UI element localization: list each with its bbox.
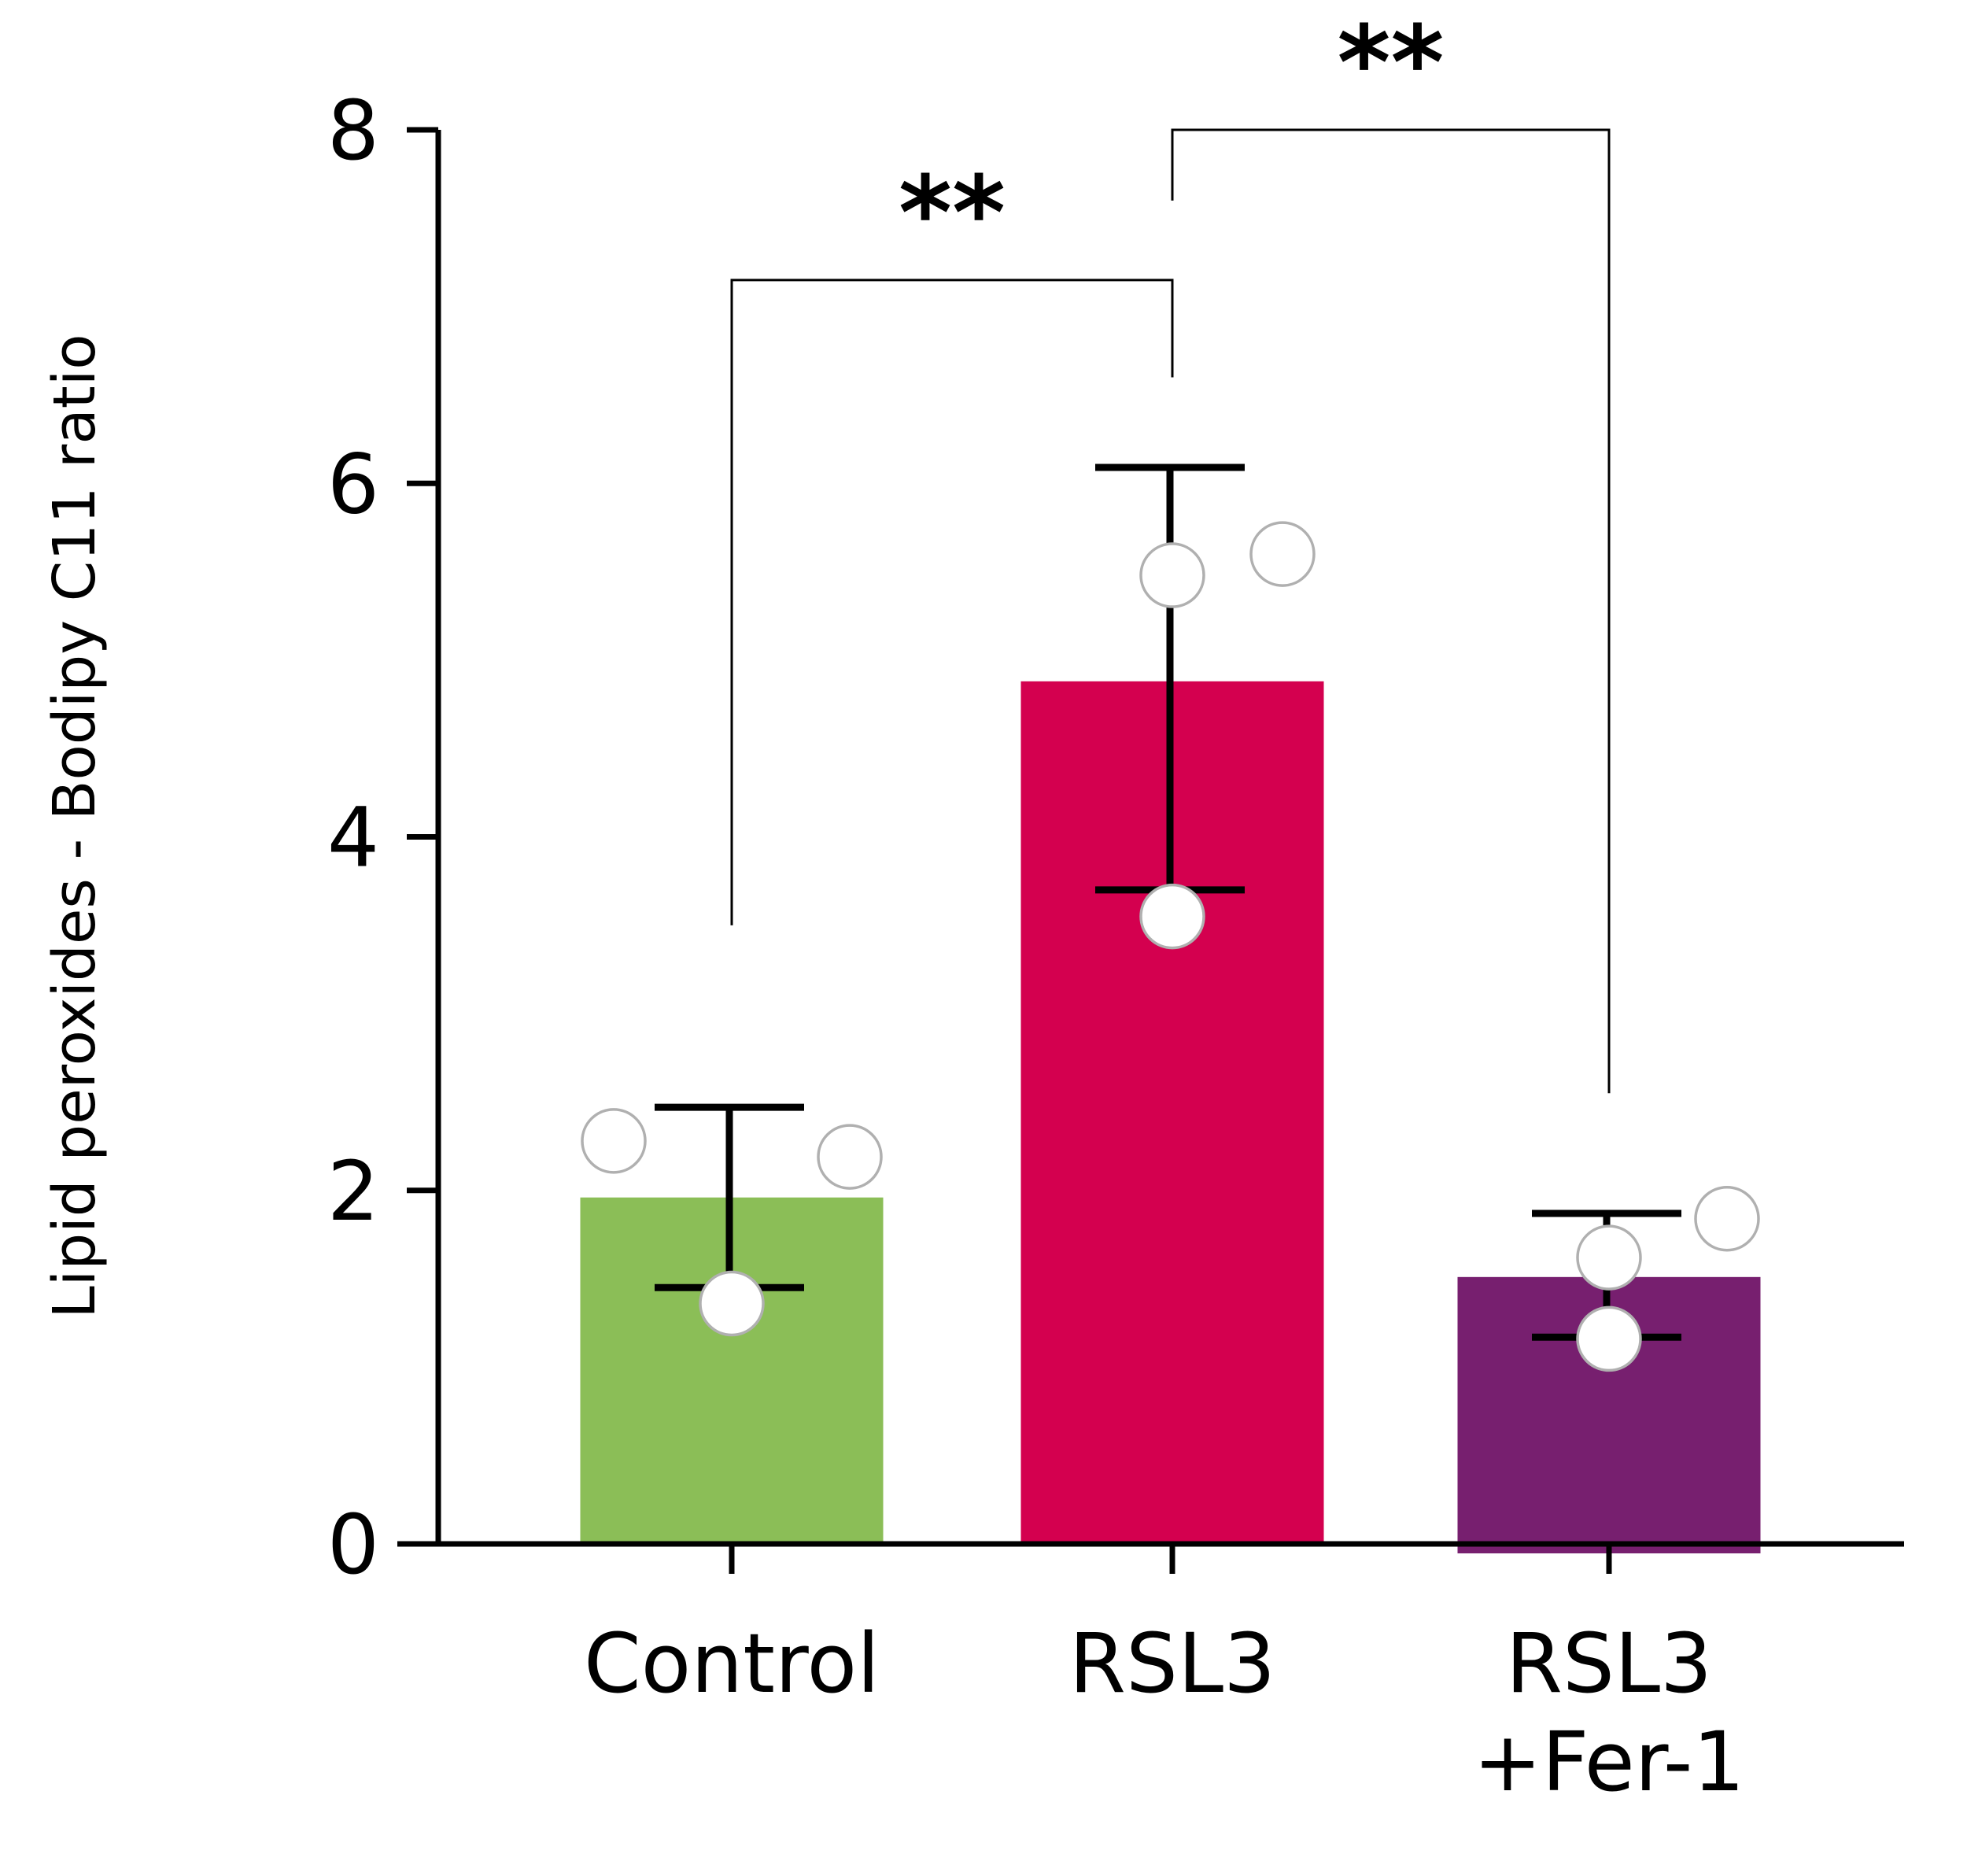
data-point (1249, 521, 1316, 587)
y-axis-label: Lipid peroxides - Bodipy C11 ratio (41, 334, 109, 1318)
x-tick-label: +Fer-1 (1473, 1714, 1744, 1810)
significance-label: ** (1338, 3, 1445, 123)
y-axis: 0 2 4 6 8 (327, 83, 441, 1593)
significance-label: ** (899, 153, 1006, 273)
x-tick-label: RSL3 (1069, 1616, 1275, 1712)
data-point (1139, 542, 1205, 608)
x-tick-label: Control (584, 1616, 880, 1712)
y-tick-label: 6 (327, 436, 379, 532)
data-point (581, 1108, 647, 1174)
data-point (817, 1124, 883, 1190)
y-tick-label: 8 (327, 83, 379, 179)
x-tick-label: RSL3 (1506, 1616, 1712, 1712)
data-point (1576, 1305, 1642, 1372)
data-point (1139, 883, 1205, 950)
data-point (699, 1270, 765, 1337)
data-point (1694, 1185, 1760, 1252)
significance-bracket (1171, 128, 1611, 1094)
significance-bracket (730, 279, 1174, 925)
data-point (1576, 1224, 1642, 1291)
y-tick-label: 0 (327, 1497, 379, 1593)
y-tick-label: 2 (327, 1143, 379, 1239)
significance-annotations: ** ** (730, 3, 1611, 1094)
data-points (581, 521, 1760, 1372)
x-axis: Control RSL3 RSL3+Fer-1 (397, 1541, 1904, 1810)
y-tick-label: 4 (327, 790, 379, 886)
